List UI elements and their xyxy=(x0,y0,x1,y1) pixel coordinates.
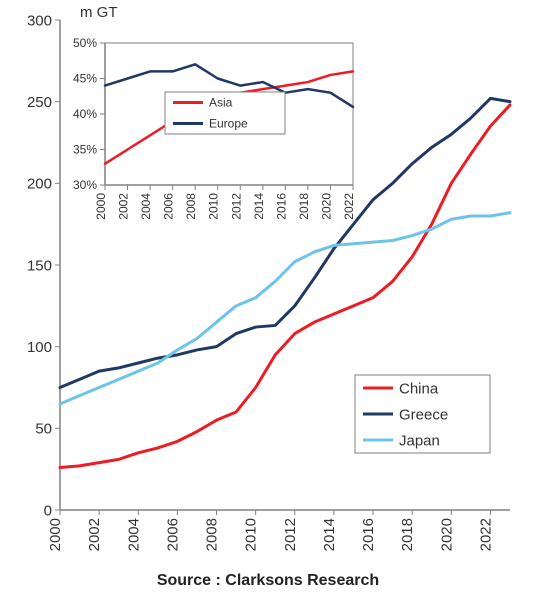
svg-text:2014: 2014 xyxy=(252,193,266,220)
page: 0501001502002503002000200220042006200820… xyxy=(0,0,536,601)
svg-text:2010: 2010 xyxy=(207,193,221,220)
inset-chart: 30% 35% 40% 45% 50% 2000 2002 2004 2006 2008 2010 2… xyxy=(0,0,536,560)
svg-text:2016: 2016 xyxy=(274,193,288,220)
source-caption: Source : Clarksons Research xyxy=(0,572,536,590)
svg-text:2022: 2022 xyxy=(342,193,356,220)
svg-text:2018: 2018 xyxy=(297,193,311,220)
legend-label-asia: Asia xyxy=(209,96,233,110)
svg-text:30%: 30% xyxy=(73,178,97,192)
svg-text:35%: 35% xyxy=(73,143,97,157)
svg-text:2004: 2004 xyxy=(139,193,153,220)
svg-text:45%: 45% xyxy=(73,72,97,86)
svg-text:2012: 2012 xyxy=(229,193,243,220)
svg-text:2002: 2002 xyxy=(117,193,131,220)
svg-text:2006: 2006 xyxy=(162,193,176,220)
svg-text:2008: 2008 xyxy=(184,193,198,220)
svg-text:50%: 50% xyxy=(73,36,97,50)
svg-text:2020: 2020 xyxy=(319,193,333,220)
legend-label-europe: Europe xyxy=(209,117,248,131)
svg-text:2000: 2000 xyxy=(94,193,108,220)
svg-text:40%: 40% xyxy=(73,107,97,121)
